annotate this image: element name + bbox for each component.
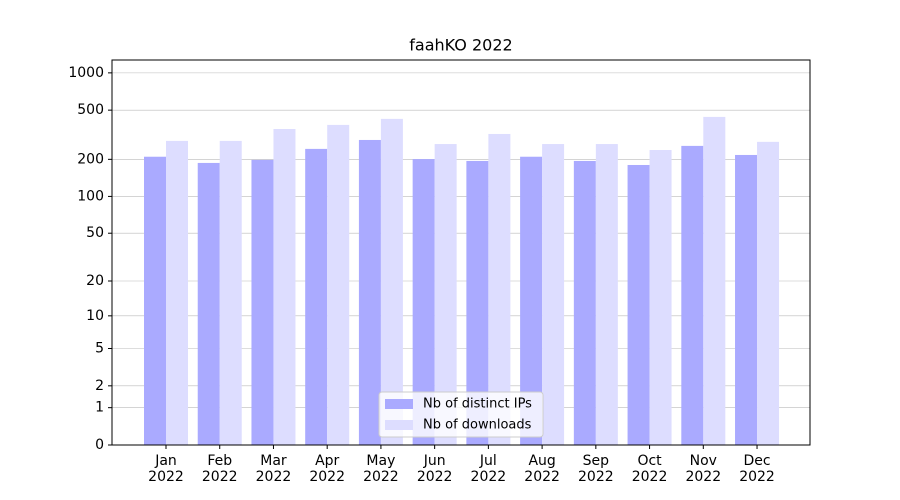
bar [166,140,188,446]
legend-swatch [385,420,413,430]
bar [649,150,672,445]
y-tick-label: 1 [95,400,104,416]
bar [305,148,328,445]
y-tick-label: 500 [77,102,104,118]
bar [595,144,618,445]
x-tick-label: Sep 2022 [578,453,614,485]
bar [219,140,242,446]
bar [520,156,543,446]
y-tick-label: 5 [95,340,104,356]
bar [627,164,650,445]
plot-frame [111,59,811,446]
y-tick-label: 1000 [68,65,104,81]
bar [735,154,758,445]
y-tick-label: 50 [86,225,104,241]
bar [703,116,726,446]
bar [358,139,381,446]
chart-title: faahKO 2022 [409,36,512,55]
x-tick-label: Oct 2022 [631,453,668,485]
x-tick-label: Jan 2022 [148,453,184,485]
bar [380,118,403,445]
bar [197,162,220,445]
bar [757,141,780,445]
x-tick-label: Jul 2022 [470,453,507,485]
y-tick-label: 10 [86,308,104,324]
x-tick-label: Nov 2022 [685,453,722,485]
legend [378,391,544,438]
x-tick-label: Jun 2022 [416,453,453,485]
bar [412,159,435,445]
x-tick-label: Feb 2022 [201,453,238,485]
y-tick-label: 20 [86,273,104,289]
bar [681,145,704,445]
y-tick-label: 200 [77,151,104,167]
bar [327,124,350,446]
legend-label: Nb of downloads [423,418,532,433]
y-tick-label: 0 [95,437,104,453]
x-tick-label: May 2022 [363,453,399,485]
y-tick-label: 100 [77,188,104,204]
bar [251,159,274,445]
bar [273,129,296,446]
bar [434,144,457,445]
bar [144,156,166,446]
y-tick-label: 2 [95,378,104,394]
bar [466,160,489,446]
legend-label: Nb of distinct IPs [423,397,532,412]
bar [573,160,596,446]
x-tick-label: Aug 2022 [524,453,560,485]
x-tick-label: Apr 2022 [309,453,345,485]
x-tick-label: Dec 2022 [739,453,775,485]
bar [542,144,565,445]
bar [488,133,511,446]
x-tick-label: Mar 2022 [255,453,292,485]
legend-swatch [385,399,413,409]
